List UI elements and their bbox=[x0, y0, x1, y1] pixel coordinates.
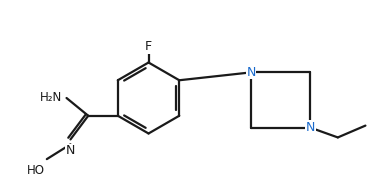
Text: F: F bbox=[145, 40, 152, 53]
Text: N: N bbox=[66, 144, 75, 157]
Text: H₂N: H₂N bbox=[40, 91, 62, 103]
Text: N: N bbox=[246, 66, 256, 79]
Text: N: N bbox=[305, 121, 315, 134]
Text: HO: HO bbox=[27, 164, 45, 177]
